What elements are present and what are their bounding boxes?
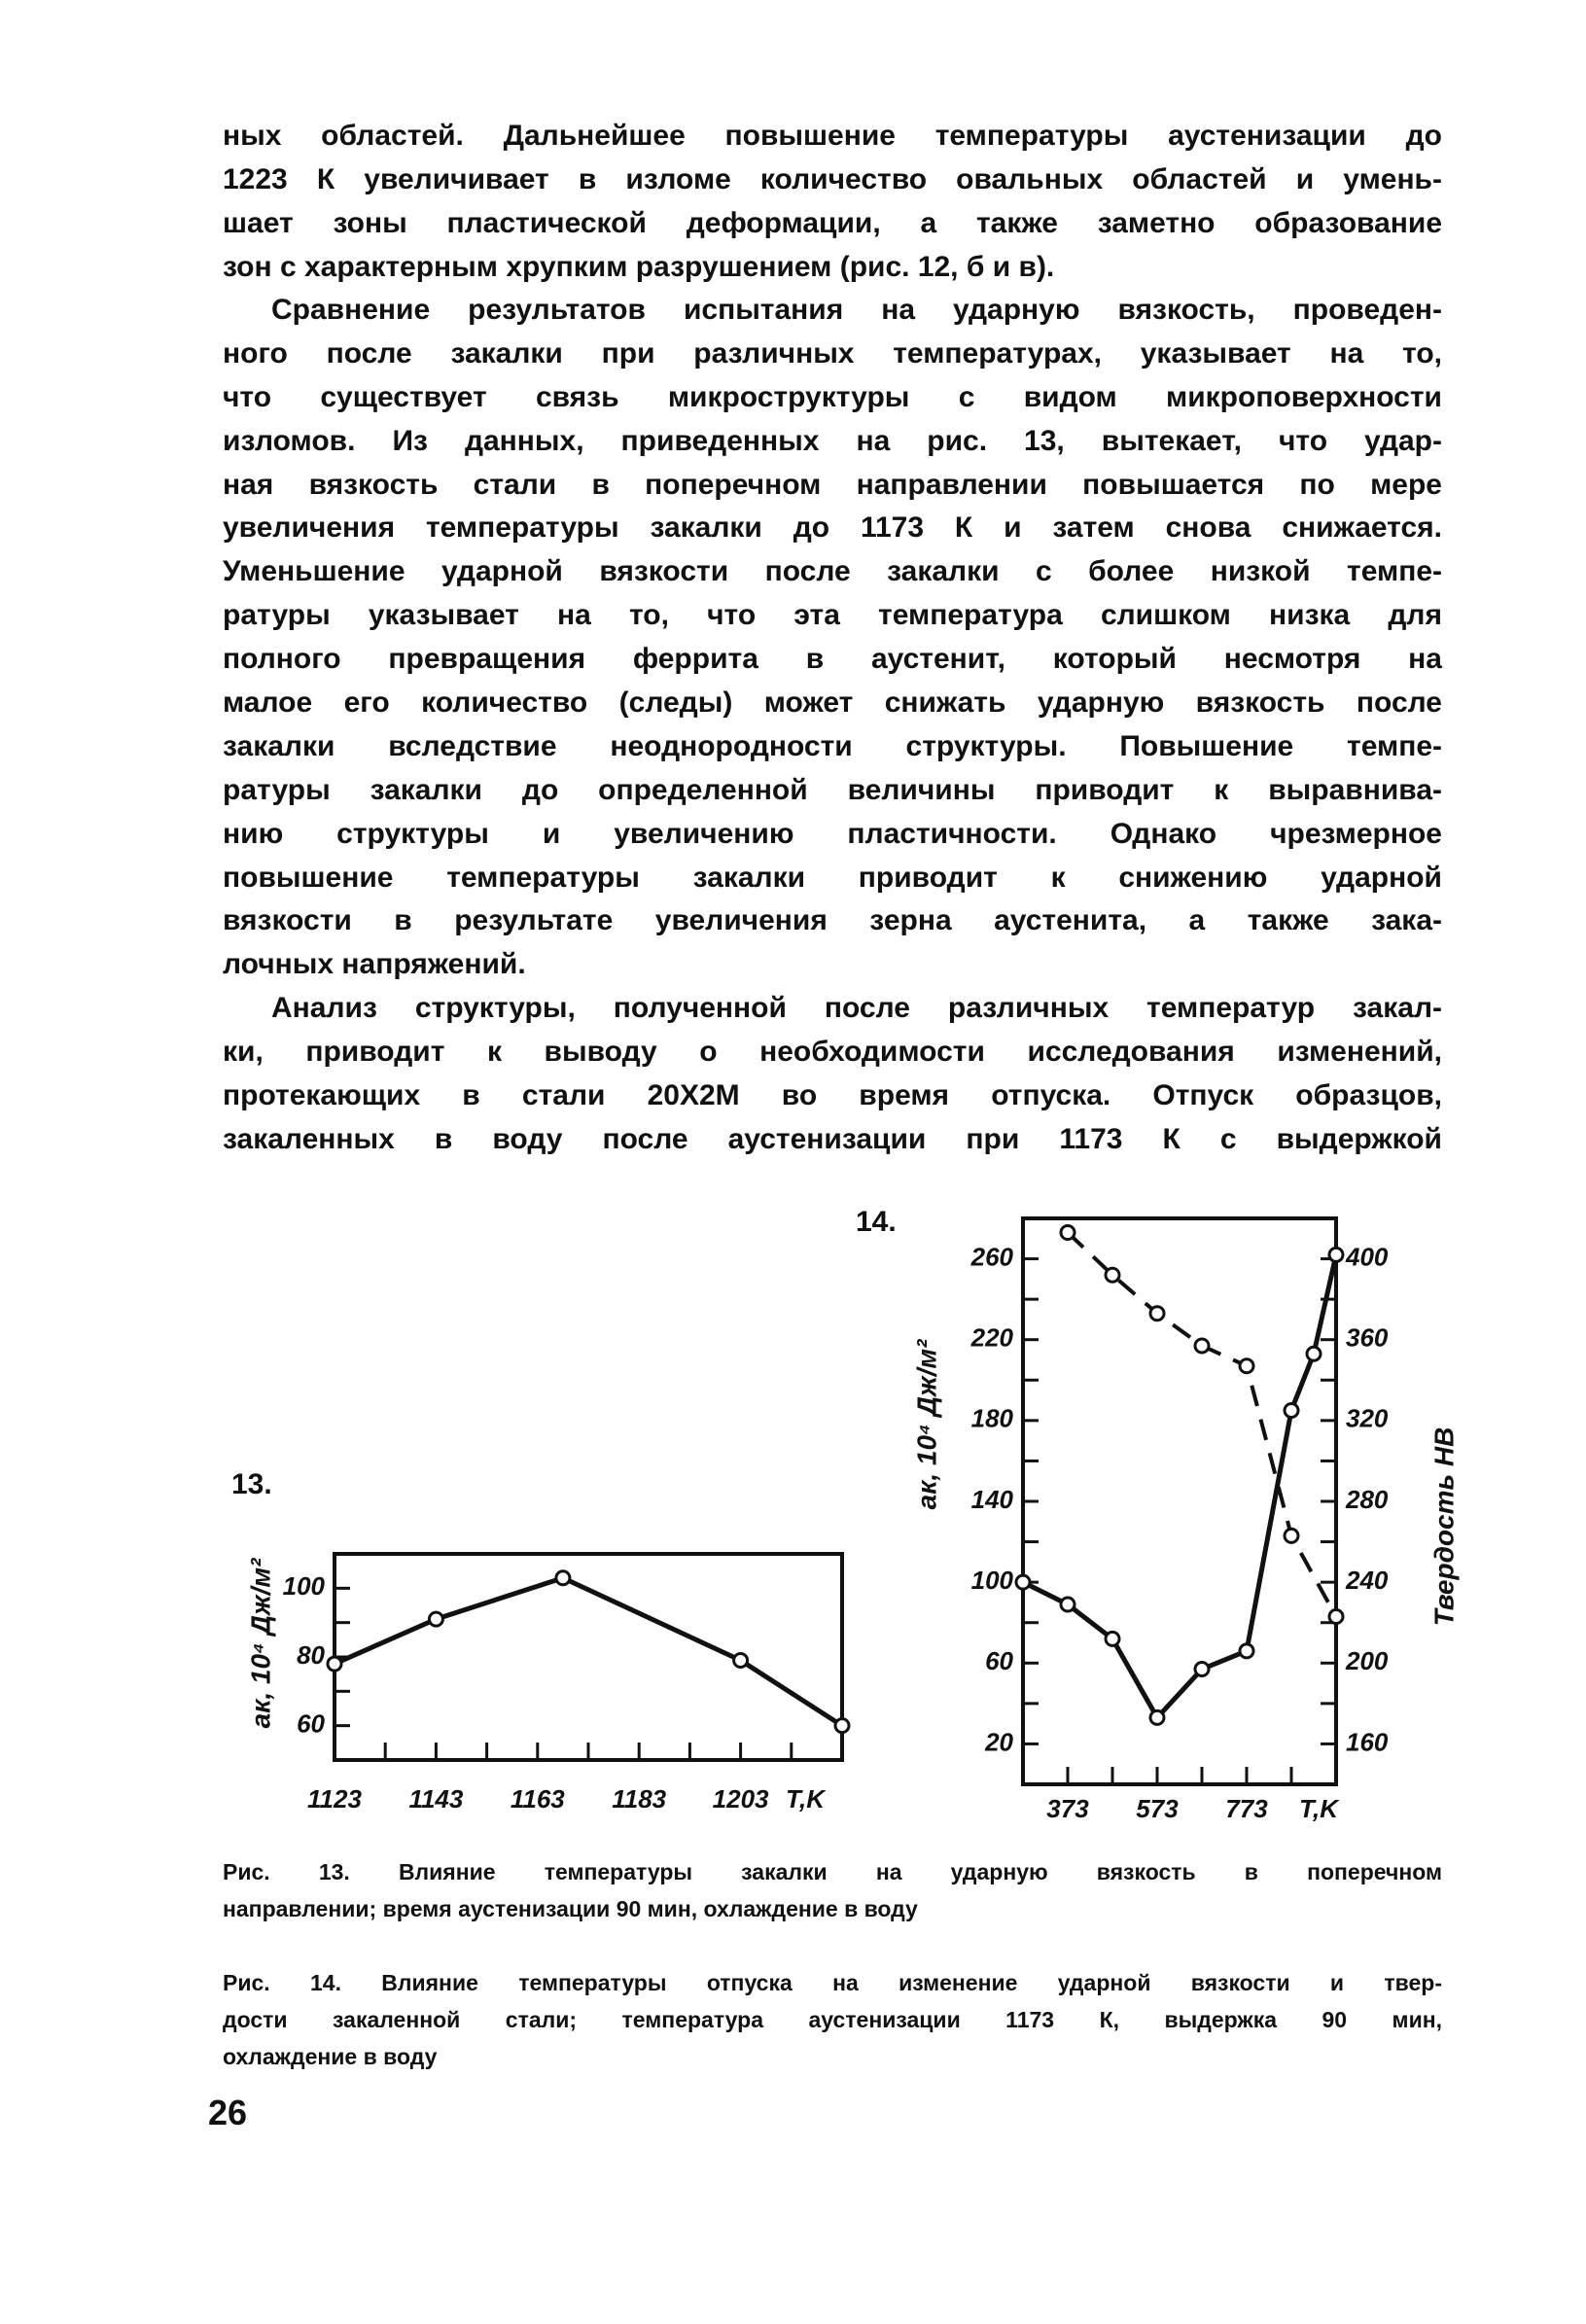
data-point-marker <box>1059 1596 1076 1613</box>
y-tick-label: 60 <box>297 1709 325 1739</box>
data-point-marker <box>427 1610 444 1628</box>
data-point-marker <box>1148 1305 1166 1322</box>
y2-tick-label: 160 <box>1346 1727 1389 1756</box>
data-point-marker <box>1059 1224 1076 1242</box>
data-point-marker <box>1238 1642 1255 1660</box>
figure-caption-14: Рис. 14. Влияние температуры отпуска на … <box>223 1964 1442 2075</box>
data-point-marker <box>1104 1266 1121 1284</box>
y-tick-label: 100 <box>971 1566 1014 1595</box>
caption-line: Рис. 13. Влияние температуры закалки на … <box>223 1859 1442 1884</box>
y-tick-label: 140 <box>971 1485 1014 1514</box>
y2-tick-label: 320 <box>1346 1404 1389 1433</box>
figure-13-label: 13. <box>231 1468 272 1500</box>
y-tick-label: 220 <box>970 1323 1014 1353</box>
x-axis-label: T,K <box>1299 1794 1340 1823</box>
text-line: ных областей. Дальнейшее повышение темпе… <box>223 120 1442 152</box>
y-tick-label: 180 <box>971 1404 1014 1433</box>
text-line: протекающих в стали 20Х2М во время отпус… <box>223 1078 1442 1111</box>
text-line: увеличения температуры закалки до 1173 К… <box>223 511 1442 545</box>
text-line: закаленных в воду после аустенизации при… <box>223 1122 1442 1155</box>
plot-frame <box>1021 1216 1338 1786</box>
x-tick-label: 373 <box>1046 1794 1089 1823</box>
data-point-marker <box>1238 1357 1255 1375</box>
text-line: зон с характерным хрупким разрушением (р… <box>223 250 1055 283</box>
y2-tick-label: 280 <box>1345 1485 1389 1514</box>
text-line: что существует связь микроструктуры с ви… <box>223 380 1442 413</box>
paragraph: Анализ структуры, полученной после разли… <box>223 987 1442 1162</box>
text-line: ки, приводит к выводу о необходимости ис… <box>223 1035 1442 1068</box>
y2-tick-label: 200 <box>1345 1646 1389 1675</box>
figure-caption-13: Рис. 13. Влияние температуры закалки на … <box>223 1853 1442 1927</box>
x-tick-label: 1203 <box>713 1784 769 1813</box>
plot-frame <box>333 1552 844 1762</box>
x-tick-label: 1163 <box>511 1784 565 1813</box>
text-line: лочных напряжений. <box>223 948 526 981</box>
y-axis-label: aк, 10⁴ Дж/м² <box>911 1339 941 1510</box>
text-line: ратуры закалки до определенной величины … <box>223 773 1442 806</box>
paragraph: Сравнение результатов испытания на ударн… <box>223 289 1442 987</box>
text-line: Сравнение результатов испытания на ударн… <box>271 294 1442 326</box>
data-point-marker <box>1327 1246 1345 1263</box>
text-line: вязкости в результате увеличения зерна а… <box>223 904 1442 937</box>
data-point-marker <box>1014 1573 1032 1591</box>
x-tick-label: 1123 <box>307 1784 362 1813</box>
impact-toughness-series-line <box>1021 1253 1339 1720</box>
text-line: повышение температуры закалки приводит к… <box>223 861 1442 894</box>
y-tick-label: 100 <box>283 1571 326 1601</box>
x-tick-label: 1183 <box>612 1784 666 1813</box>
data-point-marker <box>833 1717 851 1735</box>
data-point-marker <box>732 1652 750 1670</box>
y2-tick-label: 360 <box>1346 1323 1389 1353</box>
x-tick-label: 773 <box>1225 1794 1268 1823</box>
text-line: Анализ структуры, полученной после разли… <box>271 992 1442 1024</box>
y2-tick-label: 400 <box>1345 1242 1389 1271</box>
text-line: закалки вследствие неоднородности структ… <box>223 729 1442 762</box>
text-line: нию структуры и увеличению пластичности.… <box>223 817 1442 850</box>
text-line: ратуры указывает на то, что эта температ… <box>223 599 1442 632</box>
caption-line: охлаждение в воду <box>223 2044 438 2069</box>
y2-tick-label: 240 <box>1345 1566 1389 1595</box>
hardness-series-line <box>1066 1231 1338 1618</box>
y-axis-label: aк, 10⁴ Дж/м² <box>245 1558 275 1729</box>
y2-axis-label: Твердость НВ <box>1428 1427 1459 1627</box>
caption-line: направлении; время аустенизации 90 мин, … <box>223 1896 918 1921</box>
data-point-marker <box>1305 1345 1322 1362</box>
impact-toughness-series-line <box>333 1575 844 1728</box>
data-point-marker <box>554 1569 572 1587</box>
x-tick-label: 1143 <box>408 1784 463 1813</box>
data-point-marker <box>1104 1630 1121 1647</box>
x-tick-label: 573 <box>1136 1794 1179 1823</box>
text-line: изломов. Из данных, приведенных на рис. … <box>223 424 1442 457</box>
page-number: 26 <box>208 2093 248 2132</box>
text-line: полного превращения феррита в аустенит, … <box>223 643 1442 676</box>
data-point-marker <box>1327 1607 1345 1625</box>
data-point-marker <box>1193 1661 1211 1678</box>
y-tick-label: 260 <box>970 1242 1014 1271</box>
y-tick-label: 80 <box>297 1640 325 1670</box>
figure-14-label: 14. <box>856 1206 897 1238</box>
text-line: Уменьшение ударной вязкости после закалк… <box>223 555 1442 588</box>
text-line: ная вязкость стали в поперечном направле… <box>223 468 1442 501</box>
text-line: малое его количество (следы) может снижа… <box>223 687 1442 720</box>
text-line: шает зоны пластической деформации, а так… <box>223 206 1442 239</box>
text-line: 1223 К увеличивает в изломе количество о… <box>223 162 1442 195</box>
x-axis-label: T,K <box>786 1784 827 1813</box>
data-point-marker <box>326 1655 343 1673</box>
y-tick-label: 60 <box>985 1646 1013 1675</box>
paragraph: ных областей. Дальнейшее повышение темпе… <box>223 115 1442 290</box>
data-point-marker <box>1148 1708 1166 1726</box>
data-point-marker <box>1283 1527 1300 1544</box>
data-point-marker <box>1283 1401 1300 1419</box>
data-point-marker <box>1193 1337 1211 1355</box>
y-tick-label: 20 <box>984 1727 1013 1756</box>
text-line: ного после закалки при различных темпера… <box>223 336 1442 370</box>
caption-line: Рис. 14. Влияние температуры отпуска на … <box>223 1970 1442 1995</box>
caption-line: дости закаленной стали; температура ауст… <box>223 2007 1442 2032</box>
